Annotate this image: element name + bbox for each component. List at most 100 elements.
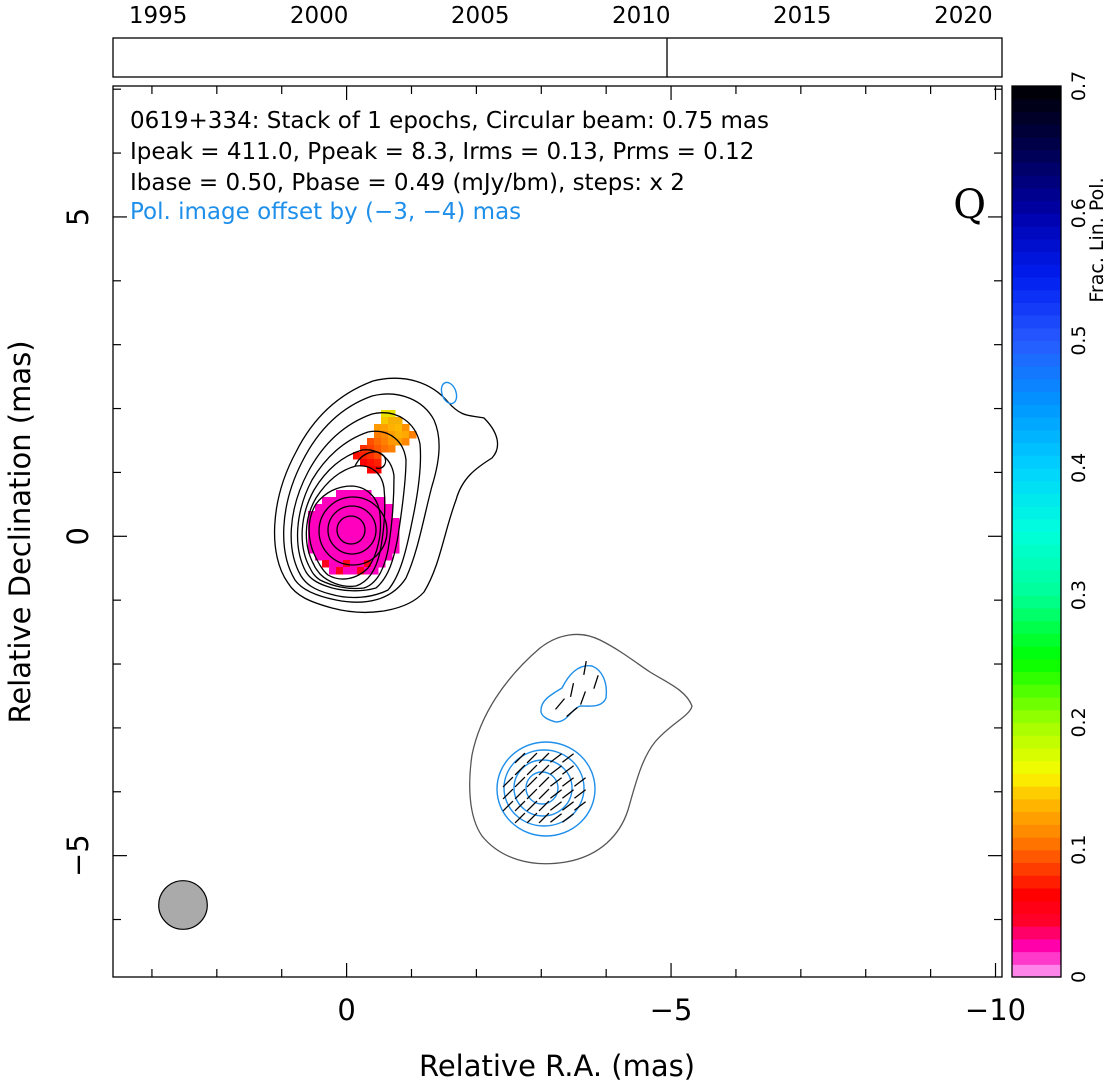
- fpol-pixel: [322, 560, 330, 568]
- fpol-pixel: [378, 511, 386, 519]
- fpol-pixel: [343, 497, 351, 505]
- colorbar-swatch: [1012, 786, 1061, 800]
- fpol-pixel: [343, 532, 351, 540]
- fpol-pixel: [385, 525, 393, 533]
- colorbar-swatch: [1012, 607, 1061, 622]
- core-contour-6: [305, 465, 386, 588]
- core-contour-9: [327, 505, 377, 555]
- fpol-pixel: [357, 567, 365, 575]
- colorbar-swatch: [1012, 926, 1061, 940]
- fpol-pixel: [371, 511, 379, 519]
- core-contour-10: [336, 515, 366, 545]
- pol-contour-core-3: [513, 759, 573, 817]
- core-contour-3: [290, 412, 422, 599]
- colorbar-swatch: [1012, 455, 1061, 469]
- colorbar-swatch: [1012, 811, 1061, 825]
- colorbar-swatch: [1012, 264, 1061, 278]
- evpa-stick: [574, 789, 586, 799]
- fpol-pixel: [353, 452, 361, 460]
- fpol-pixel: [343, 525, 351, 533]
- fpol-pixel: [329, 518, 337, 526]
- evpa-stick: [574, 777, 586, 787]
- fpol-pixel: [381, 431, 389, 439]
- colorbar-swatch: [1012, 429, 1061, 443]
- colorbar-swatch: [1012, 416, 1061, 431]
- colorbar-swatch: [1012, 378, 1061, 393]
- evpa-stick: [562, 777, 574, 787]
- fpol-pixel: [381, 410, 389, 418]
- fpol-pixel: [322, 532, 330, 540]
- fpol-pixel: [329, 560, 337, 568]
- fpol-pixel: [367, 438, 375, 446]
- fpol-pixel: [350, 490, 358, 498]
- fpol-pixel: [378, 504, 386, 512]
- colorbar-swatch: [1012, 302, 1061, 316]
- fpol-pixel: [308, 532, 316, 540]
- fpol-pixel: [364, 504, 372, 512]
- fpol-pixel: [329, 497, 337, 505]
- fpol-pixel: [367, 445, 375, 453]
- fpol-pixel: [329, 546, 337, 554]
- fpol-pixel: [385, 504, 393, 512]
- fpol-pixel: [378, 560, 386, 568]
- evpa-stick: [538, 752, 550, 764]
- evpa-stick: [538, 812, 550, 824]
- fpol-pixel: [364, 490, 372, 498]
- colorbar-swatch: [1012, 289, 1061, 303]
- colorbar-swatch: [1012, 531, 1061, 545]
- evpa-stick: [550, 813, 562, 823]
- fpol-pixel: [395, 417, 403, 425]
- fpol-pixel: [336, 497, 344, 505]
- fpol-pixel: [329, 553, 337, 561]
- fpol-pixel: [343, 490, 351, 498]
- colorbar-tick-label: 0: [1068, 971, 1090, 983]
- fpol-pixel: [371, 546, 379, 554]
- pol-contour-core-4: [525, 771, 559, 805]
- evpa-stick: [583, 660, 587, 676]
- colorbar-swatches: [1012, 86, 1061, 978]
- fpol-pixel: [322, 511, 330, 519]
- fpol-pixel: [381, 417, 389, 425]
- pol-contour-core-2: [503, 749, 585, 827]
- map-description-line-3: Ibase = 0.50, Pbase = 0.49 (mJy/bm), ste…: [130, 170, 685, 196]
- fpol-pixel: [308, 525, 316, 533]
- fpol-pixel: [322, 518, 330, 526]
- fpol-pixel: [357, 525, 365, 533]
- plot-frame: [112, 85, 1003, 978]
- fpol-pixel: [350, 560, 358, 568]
- timeline-year-labels: 1995 2000 2005 2010 2015 2020: [129, 3, 993, 29]
- colorbar-swatch: [1012, 149, 1061, 163]
- evpa-stick: [514, 800, 526, 812]
- fpol-pixel: [343, 567, 351, 575]
- fpol-pixel: [315, 539, 323, 547]
- fpol-pixel: [308, 518, 316, 526]
- fpol-pixel: [364, 539, 372, 547]
- evpa-stick: [566, 707, 578, 717]
- colorbar-swatch: [1012, 582, 1061, 596]
- evpa-stick: [562, 789, 574, 799]
- fpol-pixel: [357, 553, 365, 561]
- colorbar-swatch: [1012, 506, 1061, 520]
- colorbar-swatch: [1012, 836, 1061, 851]
- evpa-stick: [526, 752, 538, 764]
- fpol-pixel: [350, 525, 358, 533]
- colorbar-swatch: [1012, 671, 1061, 685]
- core-contour-2: [283, 393, 440, 603]
- colorbar-swatch: [1012, 226, 1061, 240]
- fpol-pixel: [336, 490, 344, 498]
- fpol-pixel: [343, 560, 351, 568]
- fpol-pixel: [364, 553, 372, 561]
- colorbar-swatch: [1012, 913, 1061, 927]
- colorbar-swatch: [1012, 200, 1061, 214]
- fpol-pixel: [378, 525, 386, 533]
- fpol-pixel: [350, 532, 358, 540]
- core-contour-1: [273, 377, 499, 613]
- fpol-pixel: [329, 504, 337, 512]
- fpol-pixel: [343, 518, 351, 526]
- colorbar-swatch: [1012, 213, 1061, 227]
- fpol-pixel: [364, 532, 372, 540]
- colorbar-swatch: [1012, 366, 1061, 380]
- fpol-pixel: [364, 518, 372, 526]
- colorbar-swatch: [1012, 86, 1061, 100]
- fpol-pixel: [322, 539, 330, 547]
